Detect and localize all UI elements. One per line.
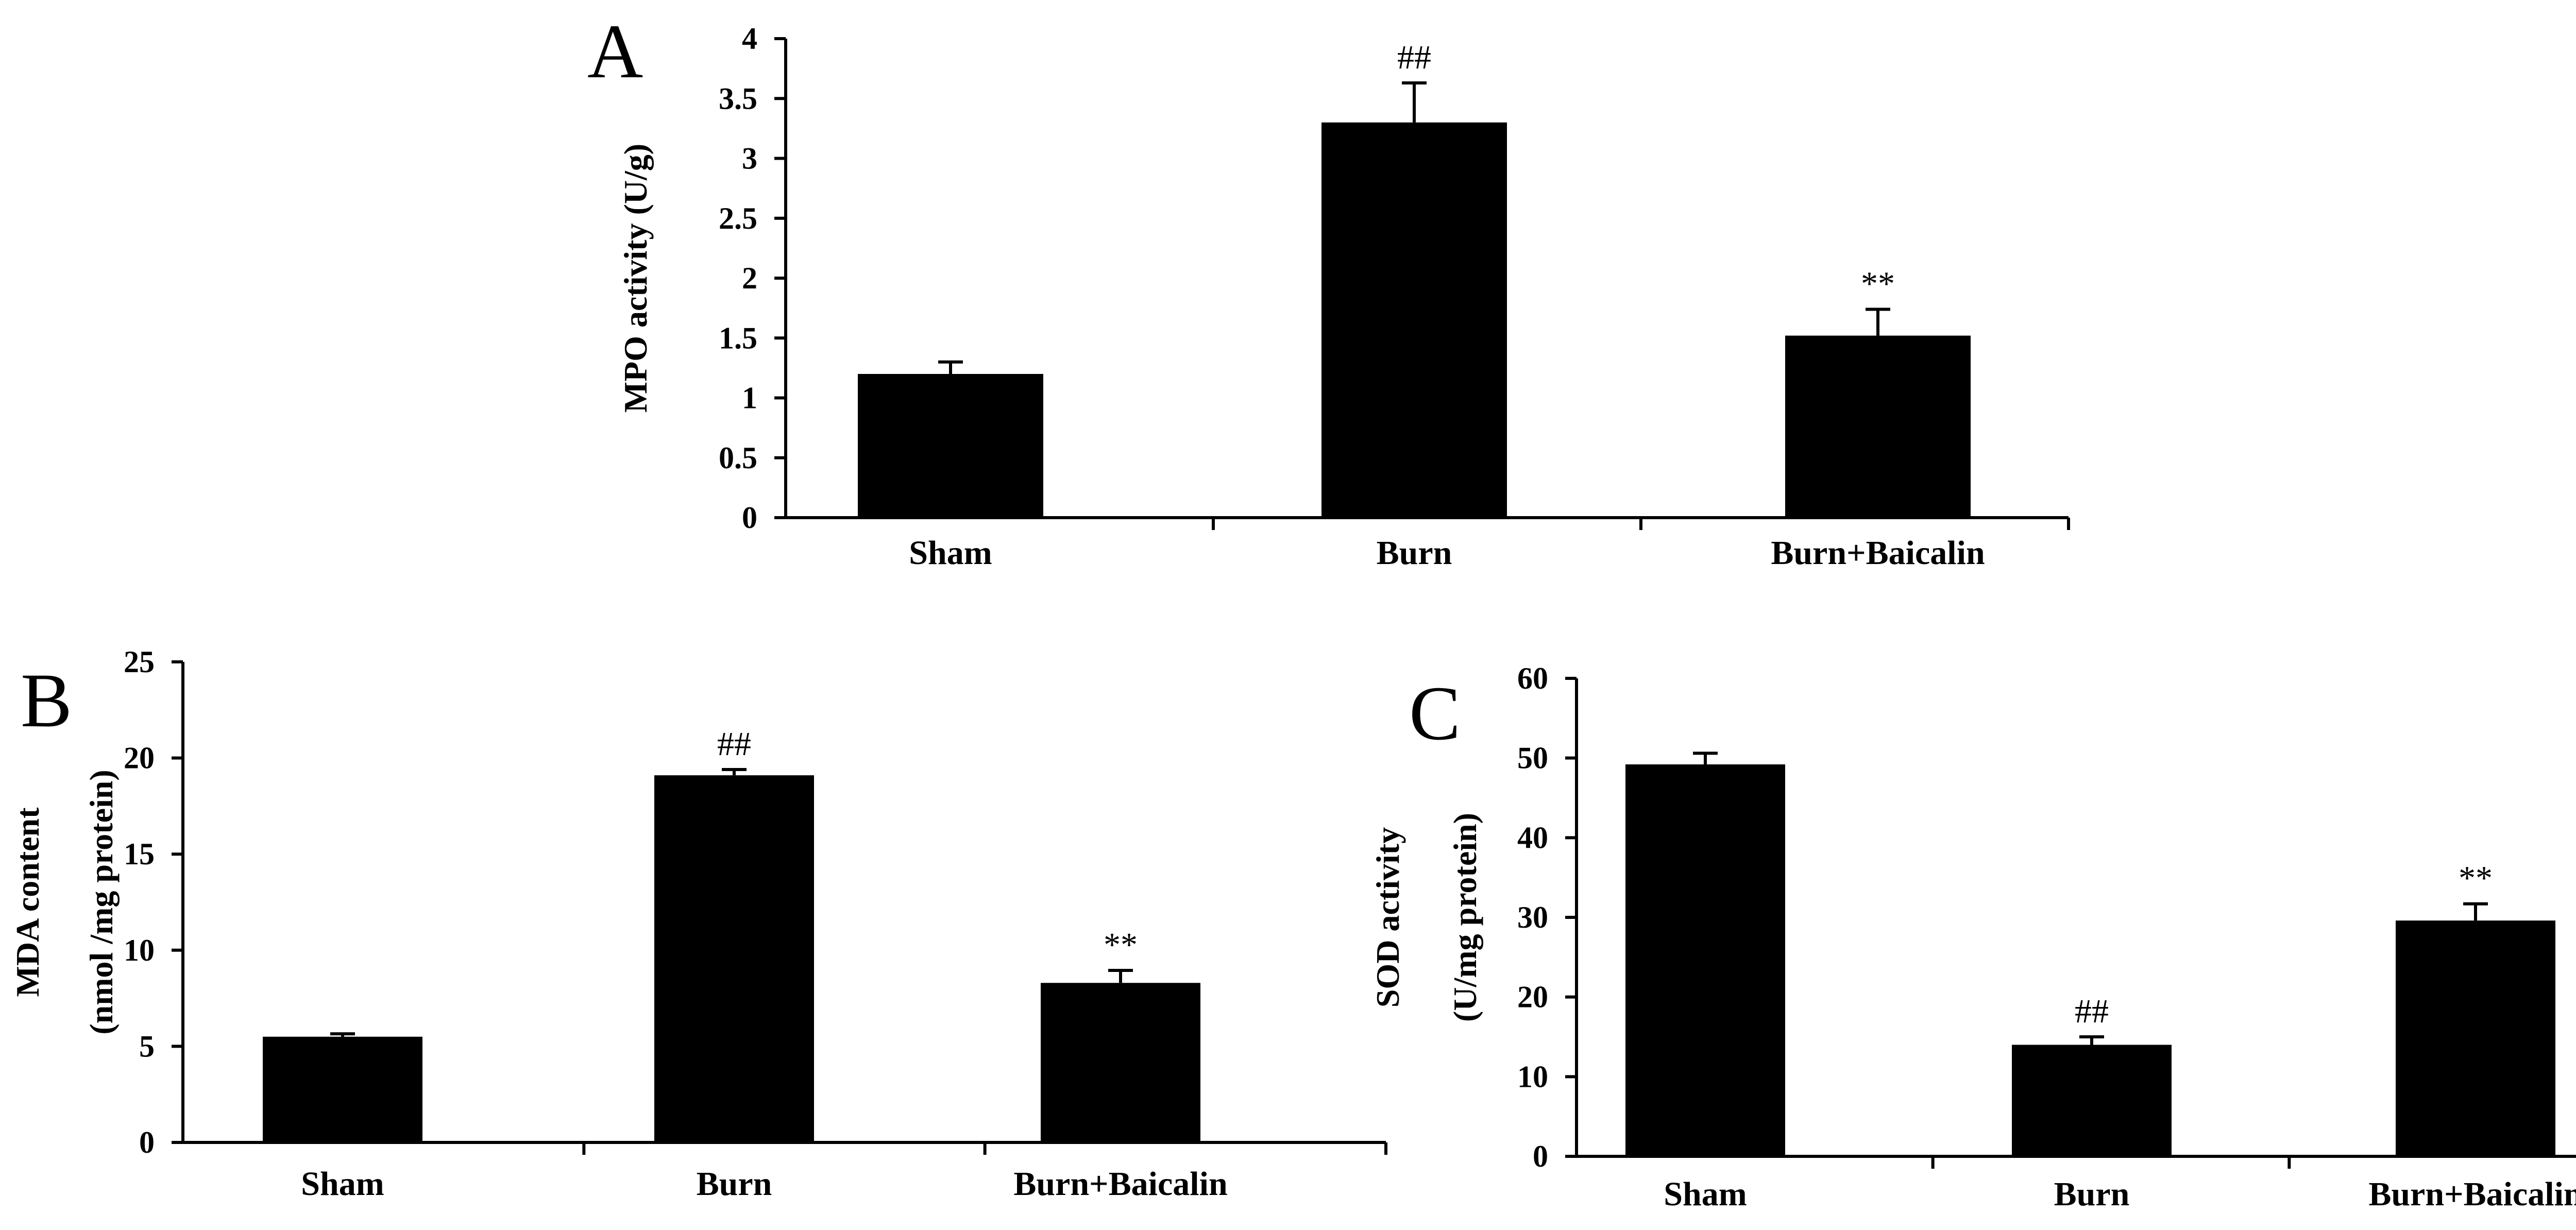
panel-c-category-label: Burn+Baicalin	[2368, 1175, 2576, 1213]
panel-a-y-tick-label: 2.5	[719, 201, 757, 235]
panel-a-y-axis-title: MPO activity (U/g)	[617, 144, 654, 413]
panel-b-significance-label: **	[1104, 926, 1138, 964]
panel-b-y-axis-title: MDA content	[9, 807, 46, 997]
panel-c-y-tick-label: 50	[1517, 741, 1548, 775]
panel-a-significance-label: ##	[1397, 39, 1431, 76]
panel-a-y-tick-label: 0.5	[719, 441, 757, 475]
panel-b-bar	[263, 1036, 422, 1142]
panel-a-bar	[1785, 335, 1971, 518]
panel-a-y-tick-label: 1	[742, 381, 757, 415]
panel-a-y-tick-label: 3	[742, 142, 757, 176]
panel-c-category-label: Sham	[1664, 1175, 1747, 1213]
panel-c-letter: C	[1409, 671, 1461, 756]
panel-c-category-label: Burn	[2054, 1175, 2130, 1213]
panel-b-y-tick-label: 15	[124, 837, 155, 871]
panel-c-chart: C 0 10 20 30 40 50 60 Sham ## Burn ** Burn+Baicalin S…	[1369, 661, 2576, 1213]
panel-b-chart: B 0 5 10 15 20 25 Sham ## Burn ** Burn+Baicalin MDA …	[9, 645, 1387, 1203]
panel-c-y-tick-label: 20	[1517, 980, 1548, 1014]
panel-b-category-label: Burn+Baicalin	[1013, 1165, 1227, 1203]
panel-b-y-tick-label: 10	[124, 933, 155, 967]
panel-a-bar	[1321, 122, 1507, 518]
panel-b-y-tick-label: 5	[139, 1029, 155, 1063]
panel-c-y-tick-label: 40	[1517, 821, 1548, 855]
panel-c-bar	[2012, 1045, 2172, 1156]
panel-b-y-tick-label: 20	[124, 741, 155, 775]
panel-c-y-tick-label: 60	[1517, 661, 1548, 695]
panel-a-category-label: Burn	[1377, 534, 1452, 572]
panel-c-significance-label: ##	[2075, 993, 2109, 1030]
panel-a-y-tick-label: 2	[742, 261, 757, 295]
panel-b-y-axis-title: (nmol /mg protein)	[83, 770, 120, 1034]
panel-a-letter: A	[587, 9, 643, 94]
panel-a-category-label: Sham	[909, 534, 992, 572]
panel-c-y-axis-title: SOD activity	[1369, 827, 1406, 1007]
panel-b-category-label: Burn	[697, 1165, 772, 1203]
panel-c-significance-label: **	[2459, 860, 2493, 897]
panel-a-y-tick-label: 0	[742, 501, 757, 535]
panel-a-category-label: Burn+Baicalin	[1771, 534, 1985, 572]
panel-a-y-tick-label: 3.5	[719, 81, 757, 115]
panel-c-y-tick-label: 30	[1517, 900, 1548, 934]
panel-b-category-label: Sham	[301, 1165, 384, 1203]
panel-c-bar	[2396, 920, 2555, 1156]
panel-c-y-axis-title: (U/mg protein)	[1447, 813, 1483, 1022]
panel-b-significance-label: ##	[717, 725, 751, 763]
panel-a-y-tick-label: 1.5	[719, 321, 757, 355]
panel-b-bar	[1041, 983, 1200, 1142]
panel-b-letter: B	[21, 658, 72, 743]
panel-b-y-tick-label: 0	[139, 1125, 155, 1159]
panel-a-significance-label: **	[1861, 265, 1895, 302]
panel-b-bar	[654, 775, 814, 1142]
panel-c-y-tick-label: 10	[1517, 1060, 1548, 1094]
panel-c-bar	[1625, 764, 1785, 1156]
panel-b-y-tick-label: 25	[124, 645, 155, 679]
panel-a-y-tick-label: 4	[742, 22, 757, 56]
panel-a-chart: A 0 0.5 1 1.5 2 2.5 3 3.5 4 Sham ## Burn ** Burn+Baica…	[587, 9, 2070, 572]
panel-c-y-tick-label: 0	[1533, 1139, 1548, 1173]
panel-a-bar	[858, 374, 1043, 518]
